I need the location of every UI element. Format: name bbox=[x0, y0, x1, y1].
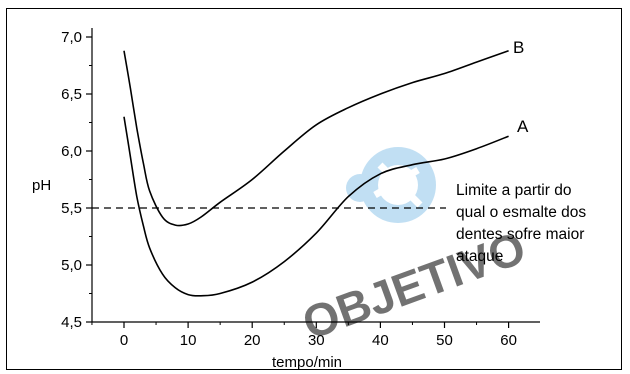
x-tick-label: 60 bbox=[500, 332, 517, 349]
x-tick-label: 0 bbox=[120, 332, 128, 349]
series-a-line bbox=[123, 116, 509, 297]
x-tick-label: 50 bbox=[436, 332, 453, 349]
x-axis-title: tempo/min bbox=[272, 354, 342, 371]
series-a-label: A bbox=[517, 117, 529, 136]
y-tick-label: 5,0 bbox=[61, 257, 82, 274]
chart-frame bbox=[6, 8, 622, 370]
x-tick-label: 30 bbox=[308, 332, 325, 349]
y-tick-label: 6,0 bbox=[61, 143, 82, 160]
threshold-annotation-line-3: dentes sofre maior bbox=[456, 226, 584, 243]
x-tick-label: 20 bbox=[244, 332, 261, 349]
y-axis-title: pH bbox=[32, 177, 51, 194]
y-tick-label: 4,5 bbox=[61, 314, 82, 331]
series-b-label: B bbox=[513, 38, 524, 57]
y-tick-label: 6,5 bbox=[61, 86, 82, 103]
x-ticks: 0 10 20 30 40 50 60 bbox=[91, 322, 517, 349]
y-ticks: 4,5 5,0 5,5 6,0 6,5 7,0 bbox=[61, 29, 92, 331]
y-tick-label: 5,5 bbox=[61, 200, 82, 217]
threshold-annotation-line-4: ataque bbox=[456, 248, 503, 265]
x-tick-label: 40 bbox=[372, 332, 389, 349]
x-tick-label: 10 bbox=[180, 332, 197, 349]
threshold-annotation-line-2: qual o esmalte dos bbox=[456, 204, 586, 221]
threshold-annotation-line-1: Limite a partir do bbox=[456, 182, 571, 199]
series-b-line bbox=[123, 49, 509, 227]
y-tick-label: 7,0 bbox=[61, 29, 82, 46]
